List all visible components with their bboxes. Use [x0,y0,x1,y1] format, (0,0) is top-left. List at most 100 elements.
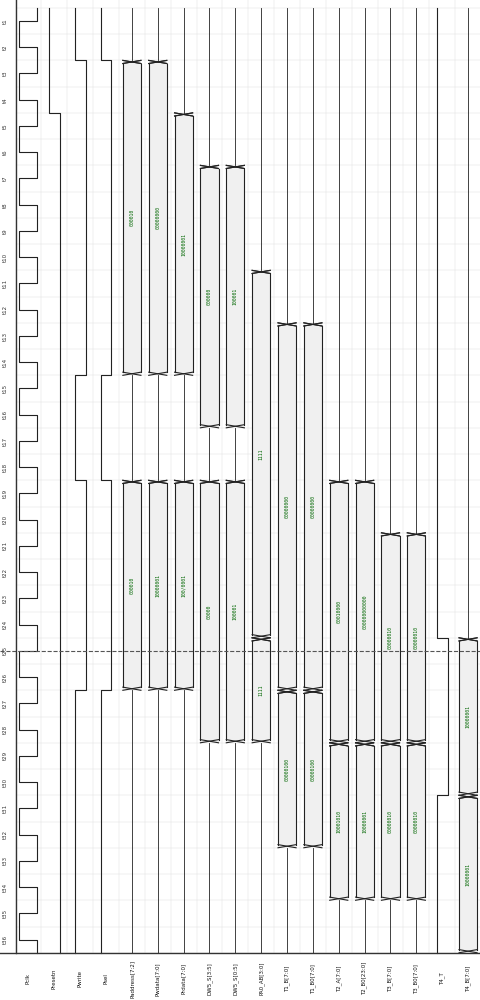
Text: t20: t20 [3,515,8,524]
Text: 10001010: 10001010 [336,810,340,833]
Bar [407,533,424,743]
Text: t34: t34 [3,883,8,892]
Text: t10: t10 [3,253,8,262]
Text: t21: t21 [3,541,8,550]
Text: Pwdata[7:0]: Pwdata[7:0] [155,962,160,996]
Bar [458,638,476,795]
Text: 100/0001: 100/0001 [181,574,186,597]
Text: t24: t24 [3,620,8,629]
Text: Paddress[7:2]: Paddress[7:2] [129,960,134,998]
Text: DW5_S[0:5]: DW5_S[0:5] [232,962,238,995]
Text: T2_B0[23:0]: T2_B0[23:0] [361,962,367,995]
Text: t22: t22 [3,568,8,577]
Text: t16: t16 [3,410,8,419]
Text: t25: t25 [3,646,8,655]
Text: DW5_S[3:5]: DW5_S[3:5] [206,962,212,995]
Text: T3_B[7:0]: T3_B[7:0] [387,966,393,992]
Text: Presetn: Presetn [52,968,57,989]
Text: T2_A[7:0]: T2_A[7:0] [335,965,341,992]
Text: 10000001: 10000001 [181,233,186,256]
Text: 000000: 000000 [206,288,212,305]
Text: t32: t32 [3,830,8,839]
Bar [458,795,476,953]
Text: 10000001: 10000001 [465,863,469,886]
Bar [148,60,167,375]
Text: t29: t29 [3,751,8,760]
Text: 1111: 1111 [258,685,263,696]
Text: T3_B0[7:0]: T3_B0[7:0] [413,964,419,994]
Text: t26: t26 [3,673,8,682]
Text: 00000010: 00000010 [413,810,418,833]
Text: t8: t8 [3,202,8,208]
Text: t31: t31 [3,804,8,813]
Text: Pclk: Pclk [26,973,31,984]
Text: PA0_AB[3:0]: PA0_AB[3:0] [258,962,264,995]
Bar [122,480,141,690]
Text: t28: t28 [3,725,8,734]
Text: 100001: 100001 [232,288,237,305]
Text: 10000001: 10000001 [465,705,469,728]
Text: 00000: 00000 [206,604,212,619]
Text: T4_B[7:0]: T4_B[7:0] [464,966,470,992]
Text: T1_B0[7:0]: T1_B0[7:0] [310,964,315,994]
Text: 00000000: 00000000 [155,206,160,229]
Text: t11: t11 [3,279,8,288]
Text: t23: t23 [3,594,8,603]
Text: 00000100: 00000100 [310,758,315,781]
Text: 10000001: 10000001 [361,810,366,833]
Text: 00000000: 00000000 [284,495,289,518]
Bar [122,60,141,375]
Bar [303,690,321,848]
Text: T4_T: T4_T [438,972,444,985]
Text: 000010: 000010 [129,577,134,594]
Text: t9: t9 [3,228,8,234]
Text: 000000000000: 000000000000 [361,594,366,629]
Bar [407,743,424,900]
Text: t1: t1 [3,18,8,24]
Text: Pwrite: Pwrite [77,970,83,987]
Text: t3: t3 [3,71,8,76]
Bar [226,165,244,428]
Text: t6: t6 [3,149,8,155]
Text: t33: t33 [3,856,8,865]
Bar [200,480,218,743]
Text: t14: t14 [3,358,8,367]
Text: t2: t2 [3,44,8,50]
Text: 10000001: 10000001 [155,574,160,597]
Text: 00010000: 00010000 [336,600,340,623]
Text: 00000100: 00000100 [284,758,289,781]
Text: Prdata[7:0]: Prdata[7:0] [181,963,186,994]
Bar [329,743,347,900]
Bar [329,480,347,743]
Bar [381,533,399,743]
Bar [381,743,399,900]
Text: 00000010: 00000010 [387,626,392,649]
Bar [252,270,270,638]
Text: T1_B[7:0]: T1_B[7:0] [284,966,289,992]
Text: t18: t18 [3,463,8,472]
Text: 00000000: 00000000 [310,495,315,518]
Text: 1111: 1111 [258,448,263,460]
Text: t27: t27 [3,699,8,708]
Text: t12: t12 [3,305,8,314]
Text: 100001: 100001 [232,603,237,620]
Text: t35: t35 [3,909,8,918]
Text: 00000010: 00000010 [413,626,418,649]
Bar [277,323,296,690]
Bar [303,323,321,690]
Bar [355,743,373,900]
Text: t13: t13 [3,331,8,341]
Bar [226,480,244,743]
Text: t5: t5 [3,123,8,129]
Text: t36: t36 [3,935,8,944]
Bar [174,480,192,690]
Text: t17: t17 [3,436,8,446]
Text: t15: t15 [3,384,8,393]
Text: 000010: 000010 [129,209,134,226]
Bar [200,165,218,428]
Bar [277,690,296,848]
Text: t30: t30 [3,778,8,787]
Bar [174,113,192,375]
Bar [252,638,270,743]
Text: t7: t7 [3,176,8,181]
